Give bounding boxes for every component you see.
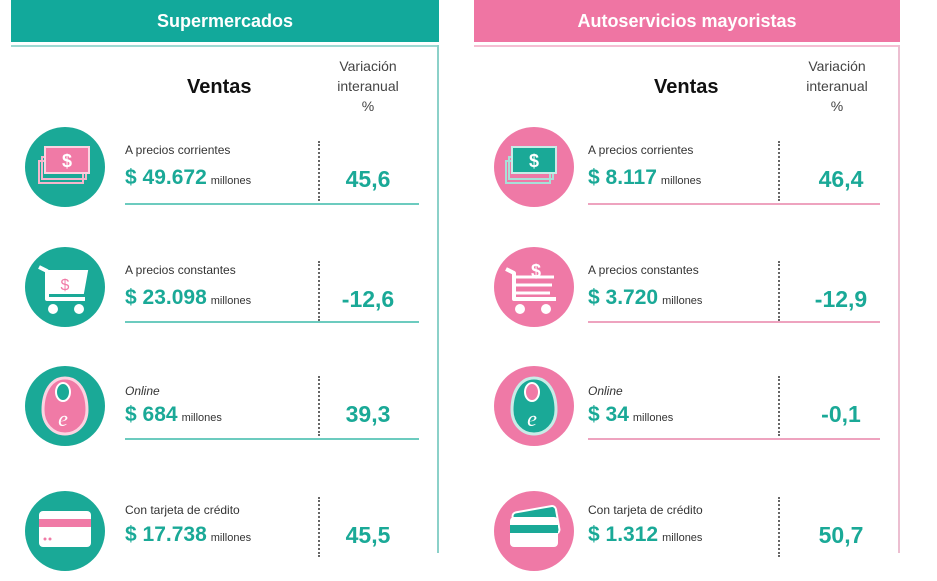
supermercados-panel: Supermercados Ventas Variación interanua… [11, 0, 439, 571]
sales-row-tarjeta: Con tarjeta de crédito $ 1.312 millones 5… [474, 491, 900, 581]
column-header-line: Variación [339, 58, 397, 74]
variation-value: -12,9 [814, 286, 868, 312]
dotted-separator [778, 497, 780, 557]
amount-value: $ 34 [588, 403, 629, 426]
sales-row-constantes: $ A precios constantes $ 23.098 millones … [11, 247, 439, 337]
sales-row-constantes: $ A precios constantes $ 3.720 millones -… [474, 247, 900, 337]
dotted-separator [318, 376, 320, 436]
sales-row-corrientes: $ A precios corrientes $ 8.117 millones 4… [474, 127, 900, 217]
svg-text:e: e [527, 406, 537, 431]
svg-text:$: $ [62, 151, 72, 171]
svg-text:$: $ [529, 151, 539, 171]
sales-label: Con tarjeta de crédito [588, 503, 703, 517]
sales-label: A precios constantes [125, 263, 236, 277]
sales-amount: $ 1.312 millones [588, 523, 702, 547]
sales-amount: $ 3.720 millones [588, 286, 702, 310]
dotted-separator [778, 261, 780, 321]
amount-value: $ 49.672 [125, 166, 207, 189]
panel-border [437, 45, 439, 553]
divider [474, 45, 900, 47]
amount-value: $ 684 [125, 403, 178, 426]
amount-unit: millones [662, 532, 703, 544]
column-header-line: interanual [806, 78, 868, 94]
column-header-ventas: Ventas [187, 76, 252, 98]
sales-amount: $ 23.098 millones [125, 286, 251, 310]
sales-row-corrientes: $ A precios corrientes $ 49.672 millones … [11, 127, 439, 217]
sales-amount: $ 684 millones [125, 403, 222, 427]
sales-amount: $ 17.738 millones [125, 523, 251, 547]
amount-unit: millones [210, 295, 252, 307]
money-bills-icon: $ [25, 127, 105, 207]
row-underline [125, 438, 419, 440]
row-underline [588, 321, 880, 323]
dotted-separator [318, 497, 320, 557]
sales-label: Online [588, 384, 623, 398]
column-header-line: % [830, 98, 844, 114]
amount-unit: millones [660, 175, 702, 187]
amount-unit: millones [662, 295, 703, 307]
online-bag-icon: e [494, 366, 574, 446]
column-header-line: % [361, 98, 375, 114]
sales-label: Con tarjeta de crédito [125, 503, 240, 517]
variation-value: 39,3 [345, 401, 391, 427]
row-underline [588, 203, 880, 205]
credit-card-icon [25, 491, 105, 571]
online-bag-icon: e [25, 366, 105, 446]
sales-label: A precios corrientes [125, 143, 231, 157]
credit-cards-icon [494, 491, 574, 571]
shopping-cart-icon: $ [25, 247, 105, 327]
amount-unit: millones [210, 532, 252, 544]
sales-label: A precios corrientes [588, 143, 694, 157]
money-bills-icon: $ [494, 127, 574, 207]
amount-unit: millones [210, 175, 252, 187]
svg-text:$: $ [61, 277, 70, 294]
variation-value: 46,4 [818, 166, 864, 192]
amount-value: $ 8.117 [588, 166, 657, 189]
sales-amount: $ 34 millones [588, 403, 673, 427]
svg-text:e: e [58, 406, 68, 431]
variation-value: -12,6 [341, 286, 395, 312]
row-underline [125, 203, 419, 205]
amount-unit: millones [632, 412, 674, 424]
sales-row-online: e Online $ 34 millones -0,1 [474, 366, 900, 456]
amount-unit: millones [181, 412, 222, 424]
sales-amount: $ 8.117 millones [588, 166, 701, 190]
panel-title: Autoservicios mayoristas [474, 0, 900, 42]
column-header-line: interanual [337, 78, 399, 94]
column-header-variacion: Variación interanual % [792, 56, 882, 116]
panel-border [898, 45, 900, 553]
svg-text:$: $ [531, 261, 541, 281]
column-header-ventas: Ventas [654, 76, 719, 98]
amount-value: $ 3.720 [588, 286, 659, 309]
autoservicios-panel: Autoservicios mayoristas Ventas Variació… [474, 0, 900, 571]
sales-label: A precios constantes [588, 263, 699, 277]
variation-value: 45,5 [345, 522, 391, 548]
variation-value: 50,7 [818, 522, 864, 548]
dotted-separator [318, 141, 320, 201]
row-underline [588, 438, 880, 440]
dotted-separator [778, 141, 780, 201]
dotted-separator [778, 376, 780, 436]
sales-row-online: e Online $ 684 millones 39,3 [11, 366, 439, 456]
amount-value: $ 1.312 [588, 523, 659, 546]
panel-title: Supermercados [11, 0, 439, 42]
shopping-cart-icon: $ [494, 247, 574, 327]
variation-value: -0,1 [821, 401, 861, 427]
column-header-line: Variación [808, 58, 866, 74]
row-underline [125, 321, 419, 323]
divider [11, 45, 439, 47]
amount-value: $ 17.738 [125, 523, 207, 546]
column-header-variacion: Variación interanual % [323, 56, 413, 116]
sales-amount: $ 49.672 millones [125, 166, 251, 190]
sales-row-tarjeta: Con tarjeta de crédito $ 17.738 millones … [11, 491, 439, 581]
sales-label: Online [125, 384, 160, 398]
variation-value: 45,6 [345, 166, 391, 192]
dotted-separator [318, 261, 320, 321]
amount-value: $ 23.098 [125, 286, 207, 309]
